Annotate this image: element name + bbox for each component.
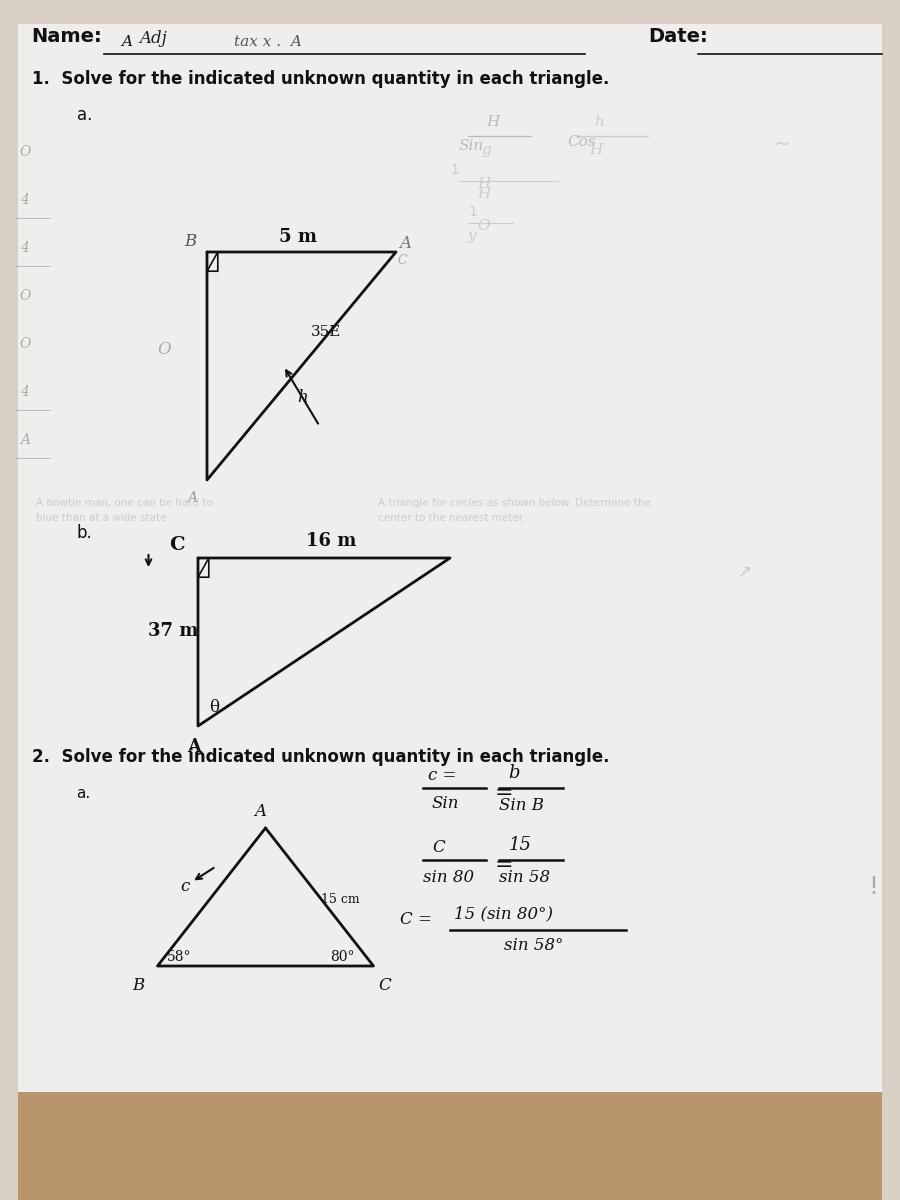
Text: O: O xyxy=(20,337,32,350)
Text: h: h xyxy=(594,115,604,128)
Text: sin 58°: sin 58° xyxy=(504,937,563,954)
Text: Sin B: Sin B xyxy=(500,797,544,814)
Text: 37 m: 37 m xyxy=(148,622,199,640)
Text: H: H xyxy=(477,187,490,200)
Text: O: O xyxy=(20,289,32,302)
Text: H: H xyxy=(590,143,603,156)
Text: C: C xyxy=(432,839,445,856)
Text: A bowtie man, one can be hard to: A bowtie man, one can be hard to xyxy=(36,498,213,509)
Text: Name:: Name: xyxy=(32,26,103,46)
Text: 1.  Solve for the indicated unknown quantity in each triangle.: 1. Solve for the indicated unknown quant… xyxy=(32,70,609,88)
Text: 58°: 58° xyxy=(166,950,191,965)
Text: C: C xyxy=(378,977,391,994)
Text: A: A xyxy=(255,803,266,820)
Text: ↗: ↗ xyxy=(738,562,752,580)
Text: 15 cm: 15 cm xyxy=(321,893,360,906)
Text: tax x .  A: tax x . A xyxy=(234,35,302,49)
Text: O: O xyxy=(20,145,32,158)
Text: O: O xyxy=(477,220,490,233)
Text: center to the nearest meter.: center to the nearest meter. xyxy=(378,512,526,523)
Text: =: = xyxy=(495,784,514,803)
Text: a.: a. xyxy=(76,786,91,802)
FancyBboxPatch shape xyxy=(18,1092,882,1200)
Text: A: A xyxy=(20,433,30,446)
Text: c: c xyxy=(180,878,189,895)
Text: =: = xyxy=(495,856,514,875)
Text: 80°: 80° xyxy=(330,950,355,965)
Text: 35E: 35E xyxy=(310,325,341,338)
Text: b.: b. xyxy=(76,523,92,541)
Text: h: h xyxy=(297,389,308,406)
Text: C: C xyxy=(398,254,408,266)
Text: sin 58: sin 58 xyxy=(500,869,551,886)
Text: ~: ~ xyxy=(774,134,790,154)
Text: g: g xyxy=(482,143,491,156)
Text: blue than at a wide state: blue than at a wide state xyxy=(36,512,166,523)
Text: a.: a. xyxy=(76,106,92,124)
Text: Cos: Cos xyxy=(567,136,596,150)
Text: 15: 15 xyxy=(508,835,532,853)
Text: Adj: Adj xyxy=(140,30,167,47)
Text: A: A xyxy=(400,235,411,252)
Text: sin 80: sin 80 xyxy=(423,869,474,886)
Text: H: H xyxy=(486,115,500,128)
Text: O: O xyxy=(158,341,171,358)
Text: !: ! xyxy=(868,875,878,899)
Text: A triangle for circles as shown below. Determine the: A triangle for circles as shown below. D… xyxy=(378,498,651,509)
Text: c =: c = xyxy=(428,767,456,784)
Text: C =: C = xyxy=(400,911,432,928)
Text: 1: 1 xyxy=(468,205,477,218)
Text: C: C xyxy=(169,535,184,553)
Text: 4: 4 xyxy=(20,385,29,398)
Text: b: b xyxy=(508,763,520,781)
Text: 4: 4 xyxy=(20,241,29,254)
Text: Sin: Sin xyxy=(459,139,484,152)
Text: B: B xyxy=(184,233,197,250)
FancyBboxPatch shape xyxy=(18,24,882,1188)
Text: 2.  Solve for the indicated unknown quantity in each triangle.: 2. Solve for the indicated unknown quant… xyxy=(32,748,609,766)
Text: 1: 1 xyxy=(450,163,459,176)
Text: 16 m: 16 m xyxy=(306,532,356,550)
Text: B: B xyxy=(132,977,145,994)
Text: Sin: Sin xyxy=(432,794,460,811)
Text: θ: θ xyxy=(209,698,219,715)
Text: A: A xyxy=(187,738,202,756)
Text: 5 m: 5 m xyxy=(279,228,317,246)
Text: y: y xyxy=(468,229,477,242)
Text: H: H xyxy=(477,178,490,191)
Text: Date:: Date: xyxy=(648,26,707,46)
Text: 15 (sin 80°): 15 (sin 80°) xyxy=(454,905,554,922)
Text: A: A xyxy=(122,35,132,49)
Text: A: A xyxy=(187,491,197,504)
Text: 4: 4 xyxy=(20,193,29,206)
